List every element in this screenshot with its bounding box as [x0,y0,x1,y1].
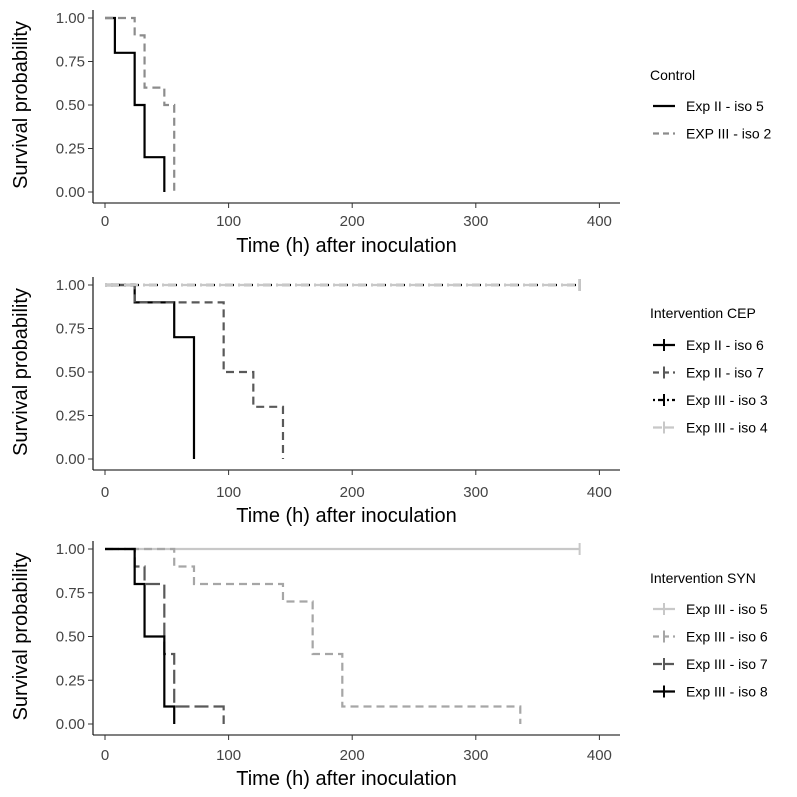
y-tick-label: 0.00 [56,716,85,733]
x-tick-label: 100 [216,747,241,764]
x-axis-label: Time (h) after inoculation [236,505,456,527]
x-tick-label: 400 [587,213,612,230]
x-tick-label: 200 [340,213,365,230]
y-tick-label: 0.50 [56,629,85,646]
x-tick-label: 300 [463,213,488,230]
legend-label: Exp II - iso 6 [686,337,764,353]
y-axis-label: Survival probability [10,288,32,456]
y-tick-label: 0.75 [56,585,85,602]
x-tick-label: 0 [101,747,109,764]
legend-label: Exp II - iso 7 [686,365,764,381]
x-tick-label: 200 [340,484,365,501]
x-axis-label: Time (h) after inoculation [236,235,456,257]
y-tick-label: 1.00 [56,541,85,558]
x-tick-label: 200 [340,747,365,764]
chart-panel-1: 0 100 200 300 400 0.00 0.25 0.50 0.75 1.00 Time (h… [10,10,772,257]
x-tick-label: 300 [463,747,488,764]
series-line [105,547,176,724]
y-tick-label: 0.75 [56,321,85,338]
y-tick-label: 1.00 [56,10,85,27]
legend-title: Intervention SYN [650,570,756,586]
y-axis-label: Survival probability [10,553,32,721]
legend-label: Exp III - iso 3 [686,392,768,408]
series-line [105,283,285,459]
x-tick-label: 400 [587,747,612,764]
y-tick-label: 0.00 [56,451,85,468]
x-tick-label: 100 [216,484,241,501]
y-tick-label: 0.75 [56,54,85,71]
series-line [105,547,522,724]
y-tick-label: 0.25 [56,672,85,689]
legend-label: EXP III - iso 2 [686,126,772,142]
y-axis-label: Survival probability [10,21,32,189]
x-tick-label: 0 [101,213,109,230]
y-tick-label: 0.25 [56,141,85,158]
series-line [105,16,176,192]
x-tick-label: 300 [463,484,488,501]
chart-panel-2: 0 100 200 300 400 0.00 0.25 0.50 0.75 1.00 Time (h… [10,277,768,527]
x-axis-label: Time (h) after inoculation [236,768,456,790]
series-line [105,16,166,192]
y-tick-label: 0.50 [56,364,85,381]
legend-title: Control [650,67,695,83]
legend-label: Exp III - iso 8 [686,684,768,700]
y-tick-label: 1.00 [56,277,85,294]
y-tick-label: 0.00 [56,184,85,201]
x-tick-label: 100 [216,213,241,230]
y-tick-label: 0.50 [56,97,85,114]
legend-label: Exp II - iso 5 [686,98,764,114]
legend-title: Intervention CEP [650,305,756,321]
x-tick-label: 400 [587,484,612,501]
legend-label: Exp III - iso 4 [686,420,768,436]
y-tick-label: 0.25 [56,408,85,425]
x-tick-label: 0 [101,484,109,501]
chart-panel-3: 0 100 200 300 400 0.00 0.25 0.50 0.75 1.00 Time (h… [10,541,768,790]
legend-label: Exp III - iso 6 [686,629,768,645]
legend-label: Exp III - iso 7 [686,656,768,672]
legend-label: Exp III - iso 5 [686,601,768,617]
series-line [105,283,196,459]
